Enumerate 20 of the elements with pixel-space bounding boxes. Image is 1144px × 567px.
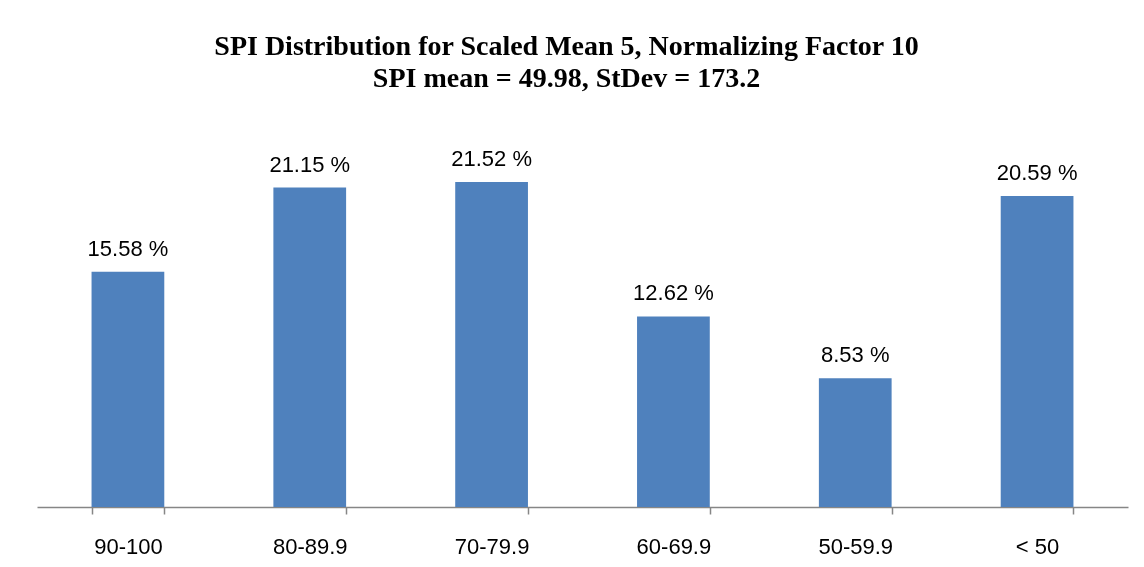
x-tick-label: 80-89.9	[272, 533, 348, 559]
bar	[637, 316, 710, 507]
bar	[91, 271, 165, 507]
data-label: 21.15 %	[269, 151, 351, 177]
bar	[818, 378, 892, 507]
bar	[455, 182, 528, 507]
bar	[273, 187, 347, 507]
data-label: 8.53 %	[821, 342, 890, 368]
data-label: 20.59 %	[996, 160, 1078, 186]
x-tick-label: 90-100	[94, 533, 163, 559]
data-label: 12.62 %	[633, 280, 714, 306]
chart-subtitle: SPI mean = 49.98, StDev = 173.2	[372, 62, 761, 93]
data-label: 21.52 %	[451, 146, 532, 171]
chart-title: SPI Distribution for Scaled Mean 5, Normalizing Factor 10	[214, 30, 919, 61]
x-tick-label: < 50	[1015, 533, 1060, 559]
data-label: 15.58 %	[87, 235, 169, 261]
x-tick-label: 50-59.9	[818, 533, 894, 559]
bar	[1000, 196, 1074, 507]
x-tick-label: 60-69.9	[636, 533, 712, 559]
x-tick-label: 70-79.9	[454, 533, 530, 559]
